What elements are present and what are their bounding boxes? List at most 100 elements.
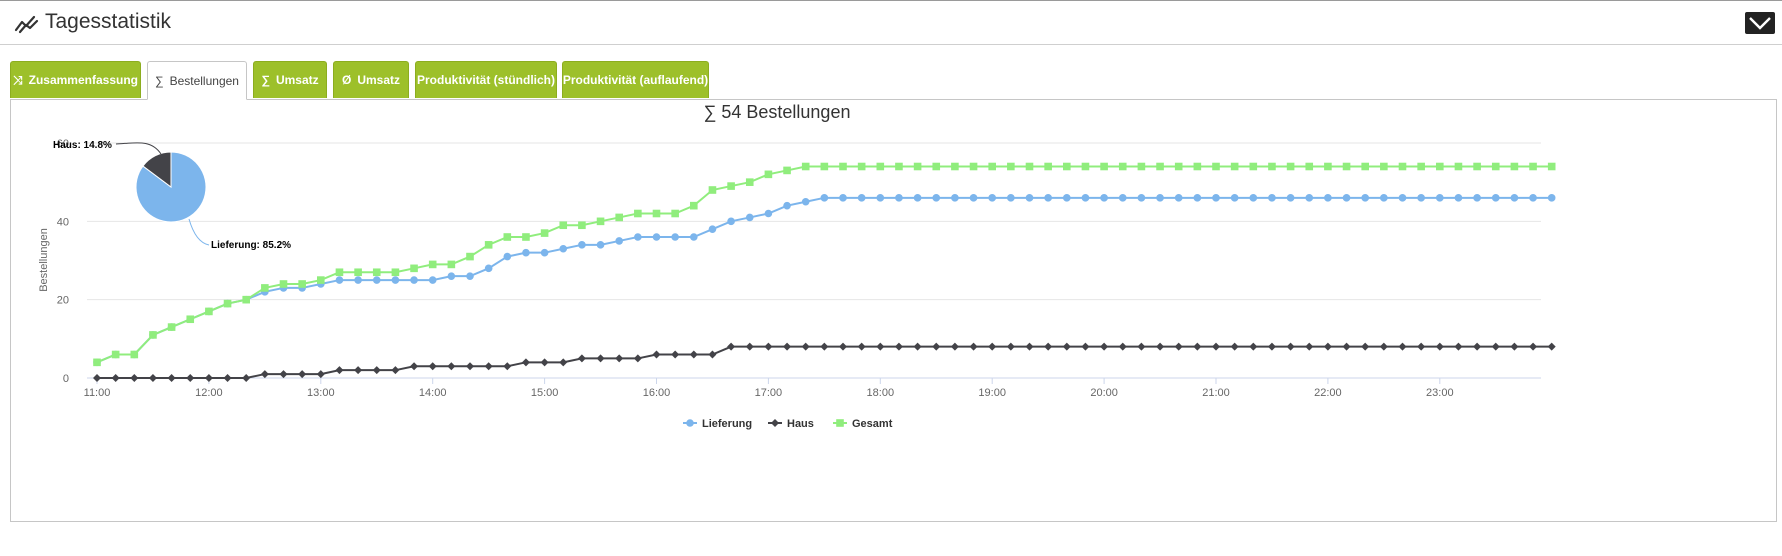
legend-label: Haus [787, 418, 814, 430]
data-point-gesamt [913, 162, 922, 171]
data-point-lieferung [708, 225, 717, 233]
data-point-lieferung [1473, 194, 1481, 202]
data-point-haus [167, 374, 176, 382]
tab-umsatz-avg[interactable]: Ø Umsatz [333, 61, 409, 98]
x-axis-ticks: 11:00 12:00 13:00 14:00 15:00 16:00 17:00 18:00… [84, 378, 1454, 399]
x-tick-label: 17:00 [755, 387, 783, 399]
data-point-gesamt [801, 162, 810, 171]
tab-zusammenfassung[interactable]: ⤨ Zusammenfassung [10, 61, 141, 98]
data-point-haus [1118, 342, 1127, 351]
data-point-lieferung [988, 194, 996, 202]
data-point-gesamt [615, 213, 623, 222]
data-point-haus [801, 342, 810, 351]
data-point-gesamt [1081, 162, 1090, 171]
data-point-gesamt [391, 268, 400, 277]
x-tick-label: 15:00 [531, 387, 559, 399]
shuffle-icon: ⤨ [13, 72, 23, 87]
data-point-gesamt [1193, 162, 1202, 171]
legend-item-haus[interactable]: Haus [768, 418, 814, 430]
series-lieferung [93, 194, 1556, 367]
data-point-gesamt [1063, 162, 1071, 171]
data-point-lieferung [1305, 194, 1314, 202]
data-point-haus [689, 350, 698, 359]
data-point-gesamt [764, 170, 773, 179]
tab-umsatz-sum[interactable]: ∑ Umsatz [253, 61, 327, 98]
data-point-haus [1044, 342, 1053, 351]
data-point-gesamt [820, 162, 829, 171]
data-point-lieferung [447, 272, 456, 280]
data-point-gesamt [1249, 162, 1258, 171]
data-point-haus [279, 370, 288, 379]
data-point-gesamt [279, 280, 288, 288]
data-point-lieferung [1007, 194, 1015, 202]
data-point-gesamt [1100, 162, 1108, 171]
data-point-haus [1305, 342, 1314, 351]
series-line-lieferung [96, 196, 1552, 364]
data-point-lieferung [634, 233, 642, 241]
data-point-gesamt [839, 162, 847, 171]
data-point-lieferung [1324, 194, 1332, 202]
data-point-gesamt [1361, 162, 1369, 171]
data-point-gesamt [484, 241, 493, 249]
data-point-haus [1230, 342, 1239, 351]
data-point-haus [1174, 342, 1183, 351]
grid-lines [87, 142, 1541, 379]
data-point-gesamt [969, 162, 978, 171]
trend-line-icon [14, 15, 39, 34]
data-point-gesamt [466, 252, 474, 261]
tab-bestellungen[interactable]: ∑ Bestellungen [147, 61, 247, 100]
legend-marker-lieferung [686, 419, 694, 427]
chart-panel: ∑ 54 Bestellungen Bestellungen 0 20 40 60 1… [10, 99, 1777, 522]
data-point-haus [298, 370, 307, 379]
data-point-gesamt [1529, 162, 1537, 171]
data-point-haus [1156, 342, 1165, 351]
data-point-haus [1081, 342, 1090, 351]
data-point-gesamt [671, 209, 679, 218]
legend-item-lieferung[interactable]: Lieferung [683, 418, 752, 430]
tab-produktivitaet-stuendlich[interactable]: Produktivität (stündlich) [415, 61, 557, 98]
data-point-lieferung [391, 276, 400, 284]
data-point-lieferung [745, 213, 754, 222]
data-point-lieferung [1454, 194, 1463, 202]
data-point-haus [428, 362, 437, 371]
y-tick-label: 0 [63, 373, 69, 385]
legend-item-gesamt[interactable]: Gesamt [833, 418, 893, 430]
x-tick-label: 12:00 [195, 387, 223, 399]
tab-label: Produktivität (auflaufend) [562, 73, 709, 87]
data-point-gesamt [335, 268, 344, 277]
data-point-haus [1361, 342, 1370, 351]
data-point-lieferung [932, 194, 941, 202]
data-point-gesamt [1342, 162, 1351, 171]
x-tick-label: 14:00 [419, 387, 447, 399]
data-point-gesamt [1286, 162, 1295, 171]
data-point-lieferung [671, 233, 679, 241]
collapse-button[interactable] [1745, 12, 1775, 34]
data-point-gesamt [895, 162, 903, 171]
tab-produktivitaet-auflaufend[interactable]: Produktivität (auflaufend) [562, 61, 709, 98]
data-point-gesamt [1137, 162, 1146, 171]
data-point-gesamt [1025, 162, 1034, 171]
data-point-haus [148, 374, 157, 382]
data-point-haus [894, 342, 903, 351]
data-point-haus [1547, 342, 1556, 351]
data-point-lieferung [1529, 194, 1537, 202]
x-tick-label: 16:00 [643, 387, 671, 399]
data-point-haus [1249, 342, 1258, 351]
orders-line-chart: ∑ 54 Bestellungen Bestellungen 0 20 40 60 1… [38, 102, 1556, 430]
x-tick-label: 21:00 [1202, 387, 1230, 399]
pie-slice-haus [142, 151, 172, 188]
data-point-gesamt [1007, 162, 1015, 171]
data-point-lieferung [466, 272, 474, 280]
data-point-gesamt [559, 221, 568, 230]
series-line-haus [97, 345, 1552, 379]
x-tick-label: 22:00 [1314, 387, 1342, 399]
pie-label-haus: Haus: 14.8% [53, 140, 112, 151]
x-tick-label: 23:00 [1426, 387, 1454, 399]
data-point-lieferung [1193, 194, 1202, 202]
y-tick-label: 20 [57, 295, 69, 307]
data-point-haus [1006, 342, 1015, 351]
data-point-lieferung [1436, 194, 1444, 202]
data-point-lieferung [522, 248, 530, 257]
data-point-lieferung [783, 201, 791, 210]
data-point-gesamt [223, 299, 232, 308]
